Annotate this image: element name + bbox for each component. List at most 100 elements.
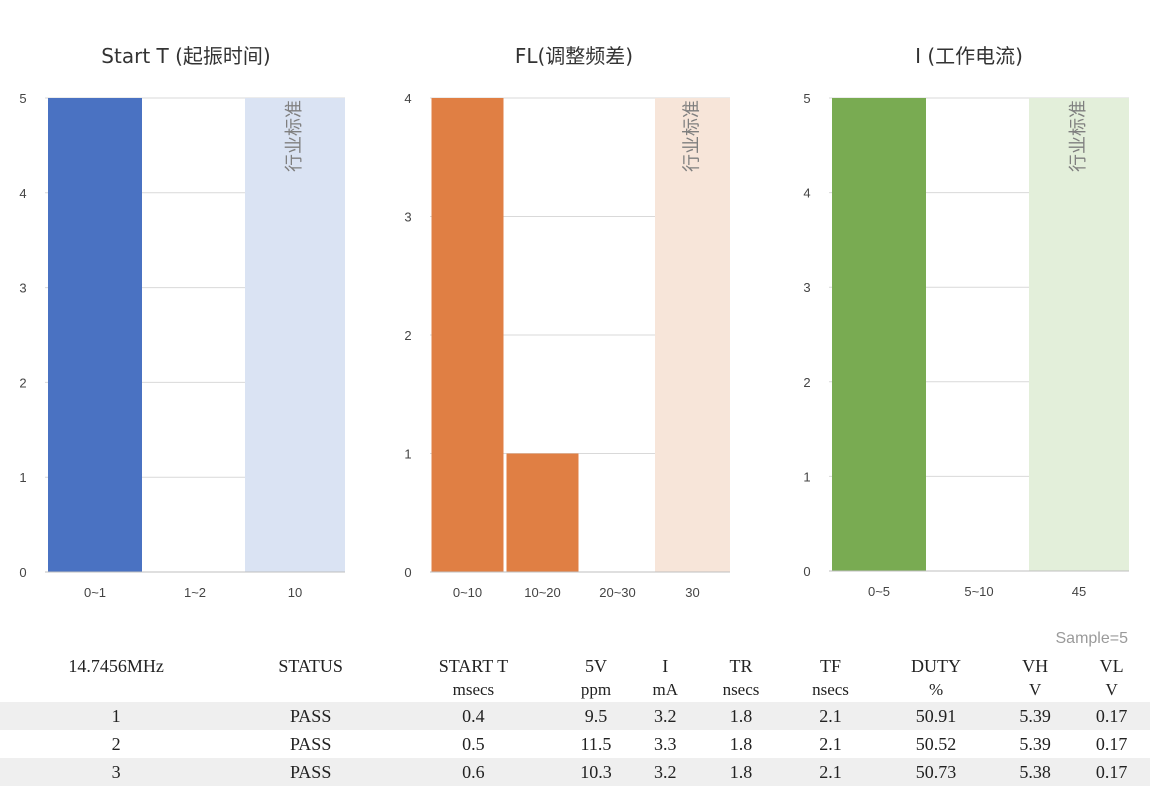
x-tick-label: 20~30	[599, 585, 636, 600]
header-vl: VL	[1099, 655, 1124, 676]
y-tick-label: 2	[404, 328, 411, 343]
header-tf: TF	[819, 655, 841, 676]
chart-title: Start T (起振时间)	[101, 44, 270, 68]
x-tick-label: 5~10	[964, 584, 993, 599]
data-bar	[506, 453, 579, 572]
y-tick-label: 3	[404, 210, 411, 225]
cell-5v: 9.5	[557, 702, 635, 730]
x-tick-label: 45	[1072, 584, 1086, 599]
x-tick-label: 0~10	[453, 585, 482, 600]
x-tick-label: 1~2	[184, 585, 206, 600]
y-tick-label: 3	[19, 281, 26, 296]
cell-i: 3.2	[634, 702, 697, 730]
y-tick-label: 2	[19, 375, 26, 390]
header-tr: TR	[729, 655, 753, 676]
cell-sample: 2	[111, 733, 121, 754]
y-tick-label: 0	[19, 565, 26, 580]
unit-i: mA	[652, 680, 678, 699]
header-start-t: START T	[438, 655, 509, 676]
x-tick-label: 0~1	[84, 585, 106, 600]
cell-sample: 1	[0, 702, 233, 730]
sample-count: Sample=5	[1055, 630, 1129, 647]
unit-5v: ppm	[580, 680, 612, 699]
standard-bar	[245, 98, 345, 572]
cell-i: 3.3	[653, 733, 677, 754]
unit-status	[232, 680, 389, 702]
header-frequency: 14.7456MHz	[68, 655, 164, 676]
x-tick-label: 10~20	[524, 585, 561, 600]
y-tick-label: 5	[19, 91, 26, 106]
y-tick-label: 0	[404, 565, 411, 580]
cell-tr: 1.8	[729, 733, 753, 754]
cell-duty: 50.91	[875, 702, 997, 730]
cell-vl: 0.17	[1073, 758, 1150, 786]
x-tick-label: 10	[288, 585, 302, 600]
header-duty: DUTY	[911, 655, 962, 676]
cell-status: PASS	[232, 702, 390, 730]
cell-duty: 50.73	[875, 758, 997, 786]
table-row: 1 PASS 0.4 9.5 3.2 1.8 2.1 50.91 5.39 0.…	[0, 702, 1150, 730]
unit-start-t: msecs	[452, 680, 495, 699]
standard-bar	[1029, 98, 1129, 571]
cell-5v: 10.3	[557, 758, 635, 786]
cell-tf: 2.1	[785, 702, 876, 730]
unit-tf: nsecs	[812, 680, 849, 699]
y-tick-label: 4	[803, 186, 810, 201]
chart-start-t: Start T (起振时间) 0 1 2 3 4 5 行业标准 0~1 1~2 10	[19, 44, 345, 600]
header-row: 14.7456MHz STATUS START T 5V I TR TF DUT…	[0, 652, 1150, 680]
y-tick-label: 4	[404, 91, 411, 106]
cell-vl: 0.17	[1095, 733, 1128, 754]
chart-title: FL(调整频差)	[515, 44, 633, 68]
header-vh: VH	[1022, 655, 1049, 676]
header-5v: 5V	[584, 655, 607, 676]
cell-status: PASS	[289, 733, 332, 754]
standard-label: 行业标准	[1068, 100, 1089, 172]
cell-tr: 1.8	[696, 702, 786, 730]
cell-start-t: 0.6	[389, 758, 558, 786]
cell-vl: 0.17	[1073, 702, 1150, 730]
y-tick-label: 0	[803, 564, 810, 579]
chart-title: I (工作电流)	[915, 44, 1023, 68]
cell-tr: 1.8	[696, 758, 786, 786]
cell-5v: 11.5	[580, 733, 612, 754]
y-tick-label: 2	[803, 375, 810, 390]
y-tick-label: 5	[803, 91, 810, 106]
unit-frequency	[0, 680, 232, 702]
cell-start-t: 0.5	[462, 733, 485, 754]
cell-duty: 50.52	[915, 733, 957, 754]
table-row: 3 PASS 0.6 10.3 3.2 1.8 2.1 50.73 5.38 0…	[0, 758, 1150, 786]
header-status: STATUS	[278, 655, 343, 676]
header-i: I	[662, 655, 669, 676]
unit-tr: nsecs	[722, 680, 760, 699]
standard-label: 行业标准	[682, 100, 703, 172]
y-tick-label: 3	[803, 280, 810, 295]
y-tick-label: 1	[19, 470, 26, 485]
data-bar	[48, 98, 142, 572]
y-tick-label: 1	[803, 469, 810, 484]
table-row: 2 PASS 0.5 11.5 3.3 1.8 2.1 50.52 5.39 0…	[0, 730, 1150, 758]
x-tick-label: 30	[685, 585, 699, 600]
cell-tf: 2.1	[785, 758, 876, 786]
cell-status: PASS	[232, 758, 390, 786]
cell-vh: 5.39	[1019, 733, 1051, 754]
cell-sample: 3	[0, 758, 233, 786]
standard-bar	[655, 98, 730, 572]
y-tick-label: 4	[19, 186, 26, 201]
cell-i: 3.2	[634, 758, 697, 786]
unit-vl: V	[1105, 680, 1118, 699]
unit-duty: %	[928, 680, 944, 699]
x-tick-label: 0~5	[868, 584, 890, 599]
data-bar	[832, 98, 926, 571]
data-bar	[431, 98, 504, 572]
unit-vh: V	[1028, 680, 1042, 699]
unit-row: msecs ppm mA nsecs nsecs % V V	[0, 680, 1150, 702]
y-tick-label: 1	[404, 447, 411, 462]
cell-vh: 5.39	[996, 702, 1074, 730]
cell-start-t: 0.4	[389, 702, 558, 730]
cell-vh: 5.38	[996, 758, 1074, 786]
chart-fl: FL(调整频差) 0 1 2 3 4 行业标准 0~10 10~20 20~30 30	[404, 44, 730, 600]
standard-label: 行业标准	[284, 100, 305, 172]
measurement-table: 14.7456MHz STATUS START T 5V I TR TF DUT…	[0, 652, 1150, 786]
